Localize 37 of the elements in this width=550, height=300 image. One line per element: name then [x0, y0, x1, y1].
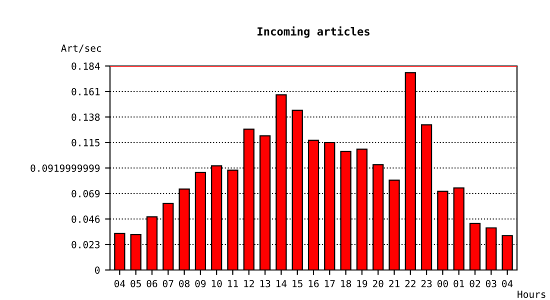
x-tick-label: 10: [212, 280, 222, 288]
x-tick-label: 04: [502, 280, 513, 288]
x-tick-label: 02: [470, 280, 480, 288]
chart-title: Incoming articles: [258, 26, 370, 38]
x-tick-label: 23: [421, 280, 432, 288]
x-tick-label: 13: [260, 280, 270, 288]
x-tick-label: 07: [162, 280, 174, 288]
x-tick-label: 21: [389, 280, 400, 288]
x-tick-label: 14: [276, 280, 287, 288]
x-tick-label: 12: [244, 280, 254, 288]
y-tick-label: 0.023: [72, 241, 100, 248]
x-tick-label: 06: [146, 280, 158, 288]
x-tick-label: 20: [372, 280, 384, 288]
x-tick-label: 09: [195, 280, 206, 288]
y-axis-title: Art/sec: [61, 44, 102, 53]
x-tick-label: 00: [437, 280, 448, 288]
y-tick-label: 0: [95, 266, 100, 274]
x-axis-title: Hours: [518, 290, 546, 298]
x-tick-label: 19: [357, 280, 368, 288]
x-tick-label: 01: [454, 280, 464, 288]
y-tick-label: 0.184: [72, 62, 100, 70]
y-tick-label: 0.069: [72, 190, 100, 198]
x-tick-label: 05: [130, 280, 141, 288]
x-tick-label: 22: [405, 280, 416, 288]
x-tick-label: 08: [179, 280, 190, 288]
y-tick-label: 0.138: [72, 114, 100, 121]
y-tick-label: 0.115: [72, 139, 100, 146]
y-tick-label: 0.0919999999: [30, 164, 100, 172]
x-tick-label: 15: [292, 280, 302, 288]
y-tick-label: 0.161: [72, 88, 100, 96]
x-tick-label: 11: [228, 280, 238, 288]
x-tick-label: 17: [324, 280, 335, 288]
x-tick-label: 16: [308, 280, 319, 288]
x-tick-label: 03: [486, 280, 496, 288]
y-tick-label: 0.046: [72, 216, 100, 223]
x-tick-label: 04: [114, 280, 126, 288]
x-tick-label: 18: [341, 280, 352, 288]
